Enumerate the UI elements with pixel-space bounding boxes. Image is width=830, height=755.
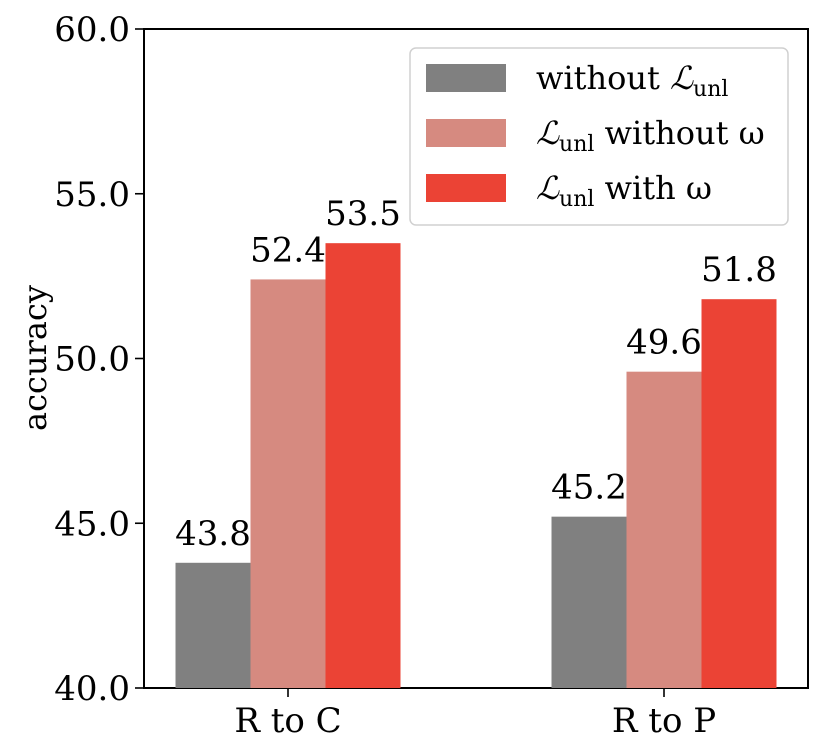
data-label-3-2: 51.8 <box>701 250 777 290</box>
legend-swatch-2 <box>426 119 506 147</box>
bar-1-1 <box>175 562 251 688</box>
x-axis-ticks: R to C R to P <box>234 688 716 741</box>
data-label-2-1: 52.4 <box>250 230 326 270</box>
y-axis-title: accuracy <box>16 285 54 431</box>
bar-3-2 <box>701 299 777 688</box>
bar-2-1 <box>250 279 326 688</box>
y-tick-label-4: 55.0 <box>54 175 130 215</box>
legend-swatch-3 <box>426 174 506 202</box>
data-label-1-2: 45.2 <box>551 468 627 508</box>
legend-label-2: ℒunl without ω <box>536 114 765 157</box>
y-tick-label-2: 45.0 <box>54 504 130 544</box>
bars-group <box>175 243 777 689</box>
bar-2-2 <box>626 371 702 688</box>
legend-label-3: ℒunl with ω <box>536 169 712 212</box>
bar-3-1 <box>325 243 401 689</box>
y-tick-label-5: 60.0 <box>54 10 130 50</box>
y-tick-label-1: 40.0 <box>54 669 130 709</box>
data-label-3-1: 53.5 <box>325 194 401 234</box>
legend-label-1: without ℒunl <box>536 59 728 102</box>
legend-swatch-1 <box>426 64 506 92</box>
y-tick-label-3: 50.0 <box>54 340 130 380</box>
data-labels-group: 43.8 45.2 52.4 49.6 53.5 51.8 <box>175 194 777 554</box>
bar-1-2 <box>551 516 627 688</box>
data-label-2-2: 49.6 <box>626 323 702 363</box>
x-tick-label-1: R to C <box>234 701 341 741</box>
y-axis-ticks: 40.0 45.0 50.0 55.0 60.0 <box>54 10 144 709</box>
legend: without ℒunl ℒunl without ω ℒunl with ω <box>409 47 789 226</box>
data-label-1-1: 43.8 <box>175 514 251 554</box>
x-tick-label-2: R to P <box>612 701 716 741</box>
